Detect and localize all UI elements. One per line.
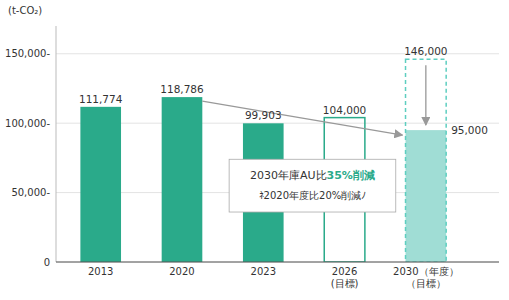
x-tick-line: 2030（年度） xyxy=(393,266,458,277)
x-tick-label: 2023 xyxy=(251,266,276,277)
y-axis-line xyxy=(56,26,57,262)
outline-bar xyxy=(406,59,447,262)
reduction-arrow xyxy=(425,65,426,125)
value-label: 104,000 xyxy=(323,104,366,116)
x-tick-label: 2026(目標) xyxy=(331,266,359,289)
x-tick-line: (目標) xyxy=(331,278,359,289)
x-tick-line: 2026 xyxy=(332,266,357,277)
chart: 0 50,000- 100,000- 150,000- 2013 2020 2023 2026… xyxy=(0,0,509,300)
annotation: 2030年庫AU比35%削減 ﾈ2020年度比20%削減ﾉ xyxy=(229,159,396,212)
annotation-line: ﾈ2020年度比20%削減ﾉ xyxy=(259,190,367,201)
value-label: 99,903 xyxy=(245,109,282,121)
value-labels: 111,774 118,786 99,903 104,000 95,000 146,000 xyxy=(79,45,488,136)
x-axis-line xyxy=(56,262,499,263)
trend-arrow xyxy=(202,101,402,135)
annotation-text: 2030年庫AU比 xyxy=(250,169,327,182)
annotation-text: ﾈ2020年度比20%削減ﾉ xyxy=(259,190,367,201)
x-ticks: 2013 2020 2023 2026(目標) 2030（年度）（目標） xyxy=(88,266,459,289)
arrows xyxy=(202,65,426,135)
value-label: 118,786 xyxy=(160,83,204,95)
bar xyxy=(406,130,447,262)
bar xyxy=(80,107,121,262)
x-tick-line: （目標） xyxy=(406,278,446,289)
bar xyxy=(162,97,203,262)
x-tick-label: 2020 xyxy=(169,266,194,277)
y-tick-label: 150,000- xyxy=(5,48,50,59)
x-tick-line: 2023 xyxy=(251,266,276,277)
y-ticks: 0 50,000- 100,000- 150,000- xyxy=(5,48,50,267)
y-tick-label: 50,000- xyxy=(11,187,50,198)
annotation-text: 35%削減 xyxy=(327,169,375,182)
x-tick-label: 2030（年度）（目標） xyxy=(393,266,458,289)
x-tick-line: 2020 xyxy=(169,266,194,277)
y-tick-label: 0 xyxy=(44,257,50,268)
value-label: 146,000 xyxy=(404,45,447,57)
y-axis-label: (t-CO₂) xyxy=(8,5,42,16)
y-tick-label: 100,000- xyxy=(5,118,50,129)
bars xyxy=(80,59,446,262)
x-tick-line: 2013 xyxy=(88,266,113,277)
value-label: 111,774 xyxy=(79,93,123,105)
value-label: 95,000 xyxy=(451,124,488,136)
grid-line xyxy=(56,262,499,263)
annotation-box xyxy=(229,159,396,212)
annotation-line: 2030年庫AU比35%削減 xyxy=(250,169,375,182)
x-tick-label: 2013 xyxy=(88,266,113,277)
grid xyxy=(56,54,499,262)
